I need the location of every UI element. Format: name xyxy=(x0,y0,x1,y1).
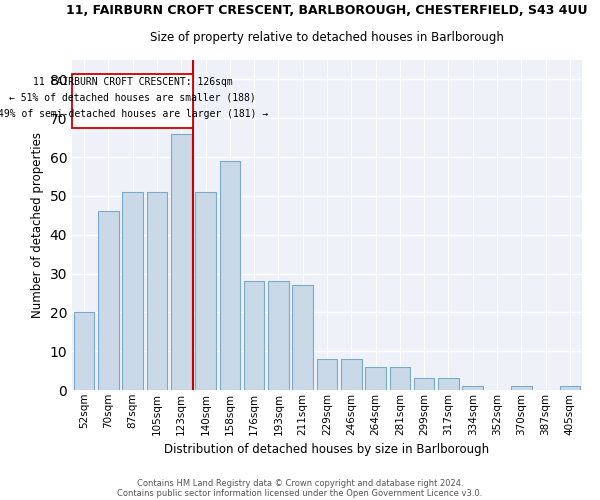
Bar xyxy=(171,134,191,390)
Bar xyxy=(146,192,167,390)
X-axis label: Distribution of detached houses by size in Barlborough: Distribution of detached houses by size … xyxy=(164,443,490,456)
Text: 11 FAIRBURN CROFT CRESCENT: 126sqm: 11 FAIRBURN CROFT CRESCENT: 126sqm xyxy=(33,78,233,88)
Bar xyxy=(292,285,313,390)
Bar xyxy=(511,386,532,390)
Bar xyxy=(268,282,289,390)
Bar xyxy=(220,161,240,390)
Bar xyxy=(98,212,119,390)
Bar xyxy=(317,359,337,390)
Bar xyxy=(463,386,483,390)
Bar xyxy=(389,366,410,390)
Text: Contains HM Land Registry data © Crown copyright and database right 2024.: Contains HM Land Registry data © Crown c… xyxy=(137,478,463,488)
FancyBboxPatch shape xyxy=(72,74,193,128)
Y-axis label: Number of detached properties: Number of detached properties xyxy=(31,132,44,318)
Text: 49% of semi-detached houses are larger (181) →: 49% of semi-detached houses are larger (… xyxy=(0,108,268,118)
Bar xyxy=(244,282,265,390)
Text: ← 51% of detached houses are smaller (188): ← 51% of detached houses are smaller (18… xyxy=(10,93,256,103)
Text: Contains public sector information licensed under the Open Government Licence v3: Contains public sector information licen… xyxy=(118,488,482,498)
Text: Size of property relative to detached houses in Barlborough: Size of property relative to detached ho… xyxy=(150,30,504,44)
Bar xyxy=(560,386,580,390)
Bar xyxy=(341,359,362,390)
Text: 11, FAIRBURN CROFT CRESCENT, BARLBOROUGH, CHESTERFIELD, S43 4UU: 11, FAIRBURN CROFT CRESCENT, BARLBOROUGH… xyxy=(66,4,588,17)
Bar xyxy=(122,192,143,390)
Bar xyxy=(438,378,459,390)
Bar xyxy=(195,192,216,390)
Bar xyxy=(365,366,386,390)
Bar xyxy=(414,378,434,390)
Bar xyxy=(74,312,94,390)
